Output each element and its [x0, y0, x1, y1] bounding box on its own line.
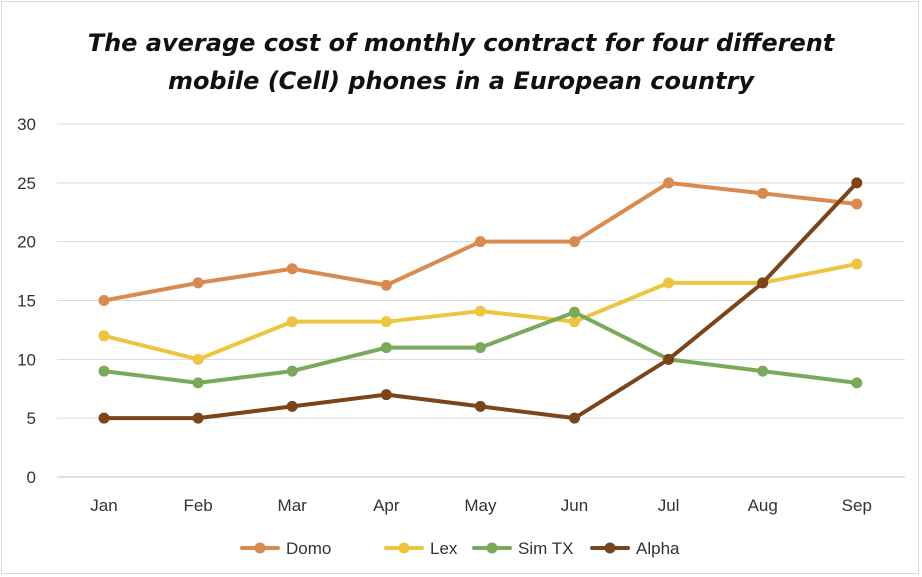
x-tick-label: Feb — [183, 496, 212, 515]
series-sim-tx — [98, 306, 863, 389]
y-tick-label: 30 — [17, 115, 36, 134]
data-point-sim-tx — [474, 342, 486, 354]
data-point-domo — [757, 187, 769, 199]
legend-label-lex: Lex — [430, 539, 458, 558]
legend-label-alpha: Alpha — [636, 539, 680, 558]
legend-label-sim-tx: Sim TX — [518, 539, 573, 558]
grid-lines — [57, 123, 905, 478]
x-tick-label: May — [464, 496, 497, 515]
legend-item-domo: Domo — [240, 539, 331, 558]
x-tick-label: Jun — [561, 496, 588, 515]
series-domo — [98, 177, 863, 306]
data-point-alpha — [192, 412, 204, 424]
data-point-domo — [474, 236, 486, 248]
x-tick-label: Jan — [90, 496, 117, 515]
y-tick-label: 10 — [17, 350, 36, 369]
x-tick-label: Aug — [748, 496, 778, 515]
x-tick-label: Jul — [658, 496, 680, 515]
x-tick-label: Apr — [373, 496, 400, 515]
data-point-lex — [663, 277, 675, 289]
y-tick-label: 15 — [17, 292, 36, 311]
y-tick-label: 5 — [27, 409, 36, 428]
data-point-domo — [286, 263, 298, 275]
legend-item-sim-tx: Sim TX — [472, 539, 573, 558]
chart-title: The average cost of monthly contract for… — [0, 24, 922, 100]
series-group — [98, 177, 863, 424]
data-point-lex — [98, 330, 110, 342]
data-point-alpha — [474, 400, 486, 412]
data-point-lex — [851, 258, 863, 270]
data-point-sim-tx — [569, 306, 580, 318]
legend: Domo Lex Sim TX Alpha — [240, 539, 680, 558]
series-lex — [98, 258, 863, 365]
legend-marker-sim-tx — [486, 542, 498, 554]
data-point-lex — [380, 316, 392, 328]
data-point-domo — [380, 279, 392, 291]
legend-item-alpha: Alpha — [590, 539, 680, 558]
legend-label-domo: Domo — [286, 539, 331, 558]
data-point-lex — [569, 316, 580, 328]
data-point-sim-tx — [851, 377, 863, 389]
data-point-lex — [474, 305, 486, 317]
legend-marker-lex — [398, 542, 410, 554]
data-point-alpha — [98, 412, 110, 424]
data-point-lex — [286, 316, 298, 328]
data-point-alpha — [663, 353, 675, 365]
data-point-sim-tx — [380, 342, 392, 354]
x-axis-ticks: Jan Feb Mar Apr May Jun Jul Aug Sep — [90, 496, 872, 515]
series-alpha — [98, 177, 863, 424]
data-point-alpha — [380, 389, 392, 401]
x-tick-label: Mar — [278, 496, 308, 515]
legend-marker-alpha — [604, 542, 616, 554]
legend-marker-domo — [254, 542, 266, 554]
data-point-sim-tx — [286, 365, 298, 377]
y-tick-label: 20 — [17, 233, 36, 252]
data-point-sim-tx — [757, 365, 769, 377]
data-point-alpha — [851, 177, 863, 189]
data-point-sim-tx — [98, 365, 110, 377]
data-point-alpha — [286, 400, 298, 412]
data-point-domo — [192, 277, 204, 289]
data-point-alpha — [569, 412, 580, 424]
data-point-domo — [569, 236, 580, 248]
x-tick-label: Sep — [842, 496, 872, 515]
legend-item-lex: Lex — [384, 539, 458, 558]
data-point-alpha — [757, 277, 769, 289]
data-point-domo — [98, 295, 110, 306]
y-axis-ticks: 0 5 10 15 20 25 30 — [17, 115, 36, 487]
y-tick-label: 0 — [27, 468, 36, 487]
chart-title-line-1: The average cost of monthly contract for… — [87, 29, 835, 57]
chart-title-line-2: mobile (Cell) phones in a European count… — [167, 67, 755, 95]
data-point-domo — [851, 198, 863, 210]
data-point-domo — [663, 177, 675, 189]
data-point-lex — [192, 353, 204, 365]
data-point-sim-tx — [192, 377, 204, 389]
y-tick-label: 25 — [17, 174, 36, 193]
